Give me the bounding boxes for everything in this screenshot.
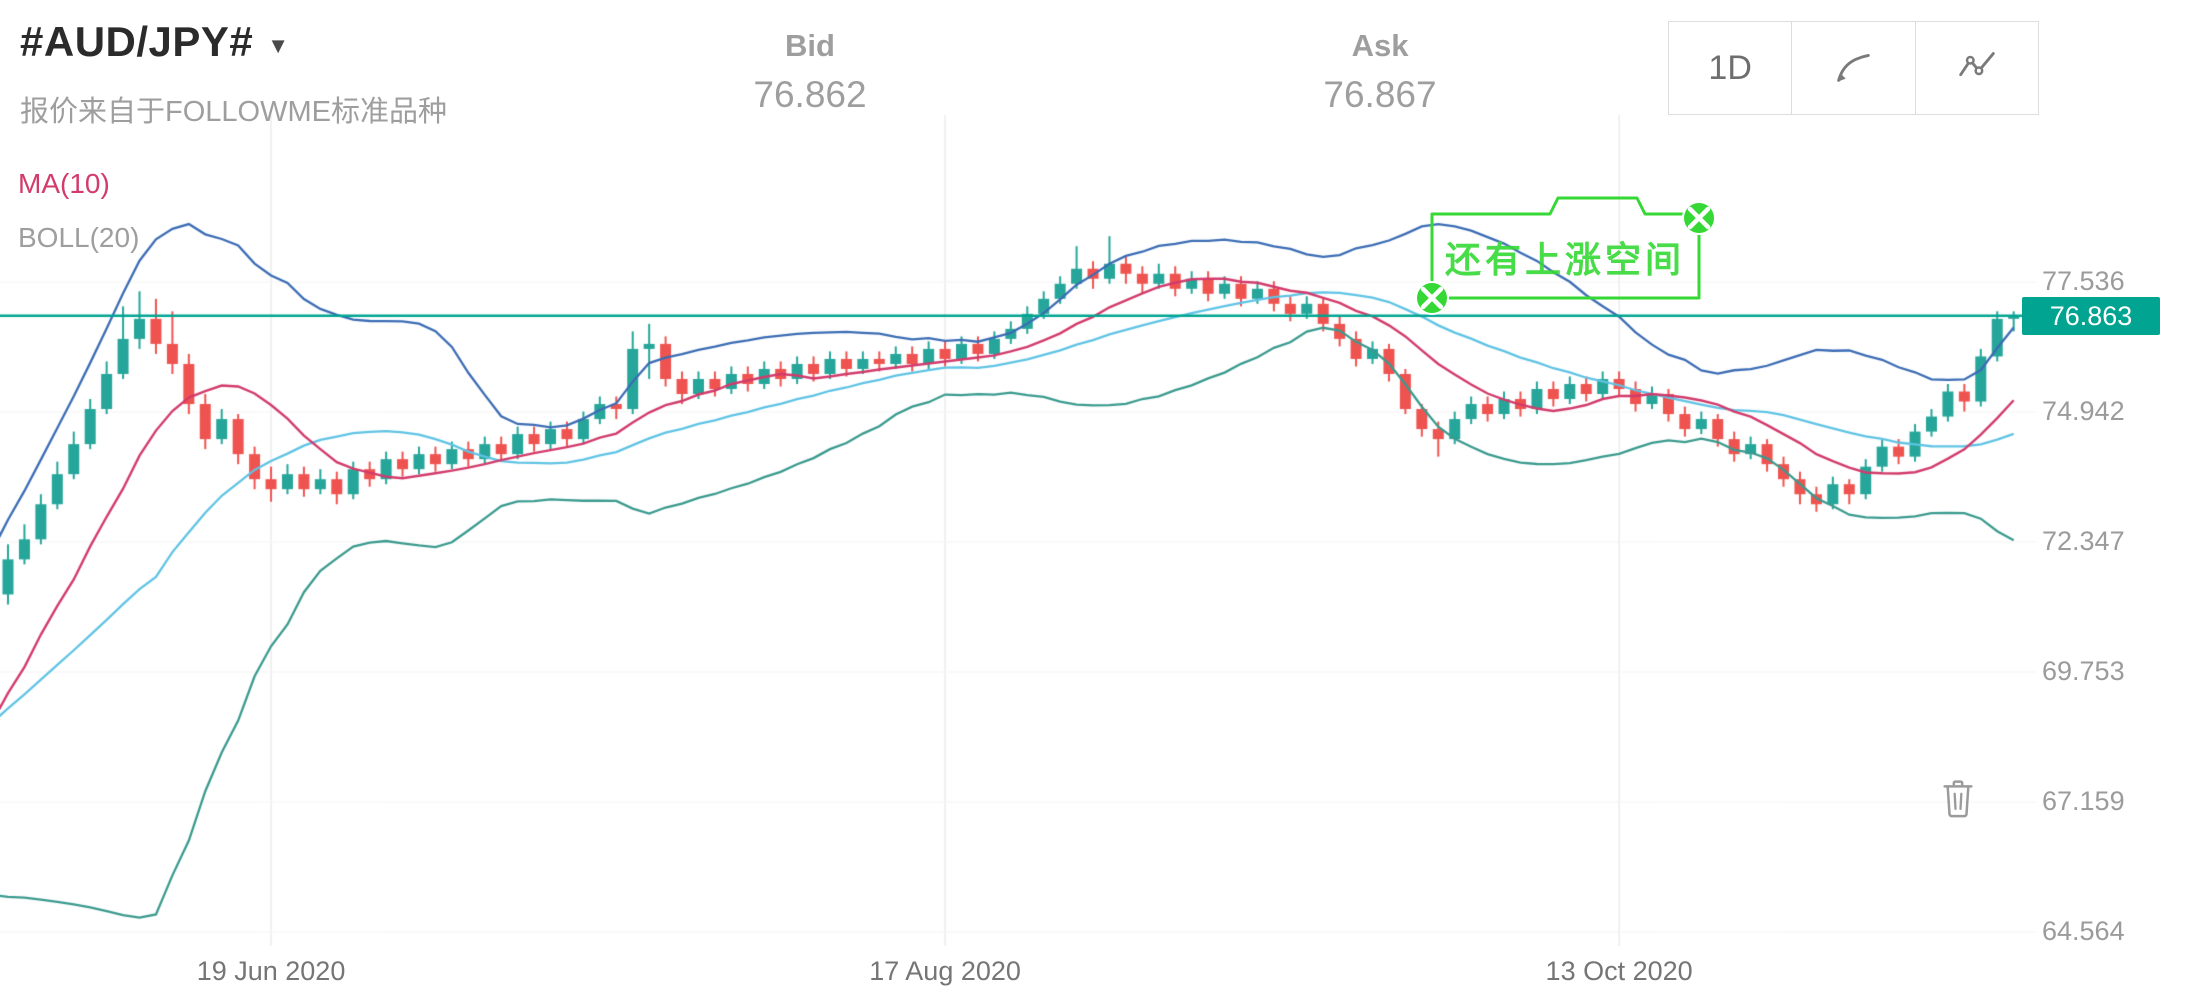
- chart-toolbar: 1D: [1668, 21, 2039, 115]
- trash-button[interactable]: [1938, 776, 1982, 824]
- time-axis-label: 13 Oct 2020: [1545, 956, 1693, 986]
- price-axis-label: 74.942: [2042, 395, 2125, 426]
- trash-icon: [1938, 780, 1978, 824]
- annotation-drawing[interactable]: 还有上涨空间: [1400, 190, 1760, 340]
- annotation-box[interactable]: [1430, 196, 1701, 300]
- price-axis-label: 69.753: [2042, 655, 2125, 686]
- quote-source-subtitle: 报价来自于FOLLOWME标准品种: [20, 96, 447, 128]
- chevron-down-icon[interactable]: ▼: [267, 33, 290, 58]
- ask-value: 76.867: [1323, 74, 1437, 115]
- price-axis-label: 77.536: [2042, 265, 2125, 296]
- annotation-text: 还有上涨空间: [1445, 239, 1685, 280]
- current-price-tag: 76.863: [2022, 296, 2160, 335]
- annotation-handle-end[interactable]: [1682, 201, 1716, 235]
- symbol-title[interactable]: #AUD/JPY#: [20, 18, 254, 65]
- price-axis-label: 72.347: [2042, 525, 2125, 556]
- bid-block: Bid 76.862: [690, 28, 930, 116]
- price-axis-label: 64.564: [2042, 915, 2125, 946]
- time-axis-label: 19 Jun 2020: [196, 956, 346, 986]
- polyline-icon: [1954, 43, 2000, 94]
- annotation-handle-start[interactable]: [1415, 281, 1449, 315]
- polyline-tool-button[interactable]: [1914, 22, 2038, 114]
- price-axis-label: 67.159: [2042, 785, 2125, 816]
- bid-value: 76.862: [753, 74, 867, 115]
- time-axis[interactable]: 19 Jun 2020 17 Aug 2020 13 Oct 2020: [0, 956, 2208, 996]
- ask-block: Ask 76.867: [1260, 28, 1500, 116]
- ask-label: Ask: [1351, 28, 1409, 63]
- draw-tool-button[interactable]: [1791, 22, 1914, 114]
- boll-indicator-label: BOLL(20): [18, 222, 140, 253]
- bid-label: Bid: [785, 28, 835, 63]
- time-axis-label: 17 Aug 2020: [869, 956, 1021, 986]
- ma-indicator-label: MA(10): [18, 168, 110, 199]
- symbol-header[interactable]: #AUD/JPY# ▼: [20, 18, 289, 66]
- timeframe-button[interactable]: 1D: [1708, 48, 1752, 87]
- brush-stroke-icon: [1830, 43, 1876, 94]
